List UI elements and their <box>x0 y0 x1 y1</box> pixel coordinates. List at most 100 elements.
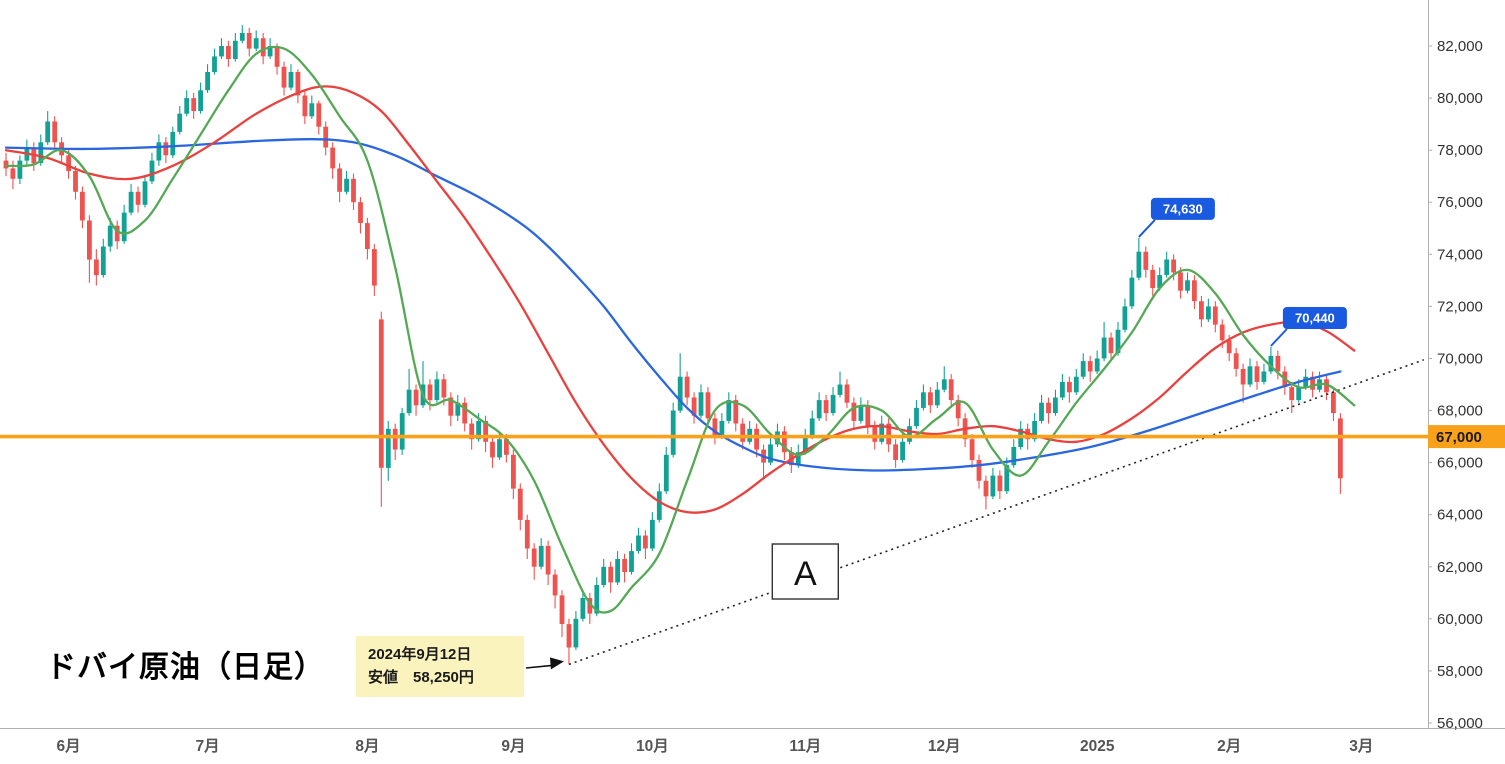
candle[interactable] <box>295 69 301 104</box>
candle[interactable] <box>232 33 238 62</box>
candle[interactable] <box>740 418 746 450</box>
candle[interactable] <box>997 470 1003 500</box>
candle[interactable] <box>636 527 641 554</box>
candle[interactable] <box>198 82 203 114</box>
candle[interactable] <box>601 559 607 588</box>
candle[interactable] <box>142 176 148 208</box>
candle[interactable] <box>823 394 829 421</box>
candle[interactable] <box>3 152 9 177</box>
candle[interactable] <box>1317 371 1322 393</box>
candle[interactable] <box>128 184 134 216</box>
candle[interactable] <box>983 475 989 510</box>
candle[interactable] <box>1247 358 1253 388</box>
candle[interactable] <box>531 543 537 580</box>
candle[interactable] <box>455 394 461 421</box>
candle[interactable] <box>1206 298 1211 322</box>
candle[interactable] <box>1060 374 1065 401</box>
candle[interactable] <box>1039 394 1044 424</box>
candle[interactable] <box>858 397 864 424</box>
candle[interactable] <box>87 215 92 283</box>
candle[interactable] <box>358 197 363 234</box>
candle[interactable] <box>316 100 322 135</box>
candle[interactable] <box>337 163 342 203</box>
candle[interactable] <box>629 543 634 575</box>
candle[interactable] <box>100 238 106 278</box>
candle[interactable] <box>948 374 954 408</box>
candle[interactable] <box>330 142 336 179</box>
low-price-annotation[interactable]: 2024年9月12日 安値 58,250円 <box>356 636 524 697</box>
candle[interactable] <box>726 392 732 424</box>
candle[interactable] <box>226 40 231 67</box>
candle[interactable] <box>267 38 273 59</box>
candle[interactable] <box>511 449 516 500</box>
candle[interactable] <box>552 569 558 609</box>
candle[interactable] <box>921 384 926 411</box>
candle[interactable] <box>1268 347 1274 375</box>
candle[interactable] <box>761 444 766 479</box>
candle[interactable] <box>1067 376 1072 403</box>
candle[interactable] <box>1004 457 1010 494</box>
candle[interactable] <box>580 590 586 622</box>
candle[interactable] <box>1136 237 1142 281</box>
trendline-label-a[interactable]: A <box>771 543 839 600</box>
candle[interactable] <box>1296 379 1302 403</box>
candle[interactable] <box>851 397 857 429</box>
candle[interactable] <box>469 418 475 450</box>
candle[interactable] <box>677 353 683 414</box>
candle[interactable] <box>1185 272 1190 294</box>
candle[interactable] <box>163 137 169 164</box>
candle[interactable] <box>1150 264 1156 296</box>
candle[interactable] <box>253 30 259 52</box>
candle[interactable] <box>587 592 593 625</box>
candle[interactable] <box>191 92 197 119</box>
candle[interactable] <box>1053 389 1058 416</box>
candle[interactable] <box>274 43 280 75</box>
candle[interactable] <box>622 553 627 583</box>
candle[interactable] <box>608 561 614 593</box>
candle[interactable] <box>1094 350 1100 375</box>
candle[interactable] <box>1073 368 1079 395</box>
candle[interactable] <box>900 434 905 463</box>
candle[interactable] <box>754 423 759 458</box>
candle[interactable] <box>816 392 822 421</box>
candle[interactable] <box>94 249 99 286</box>
candle[interactable] <box>1275 350 1281 380</box>
candle[interactable] <box>914 400 919 429</box>
candle[interactable] <box>149 152 155 184</box>
candle[interactable] <box>66 150 71 179</box>
price-callout-70440[interactable]: 70,440 <box>1270 307 1347 347</box>
candle[interactable] <box>879 415 885 445</box>
candle[interactable] <box>1192 275 1197 309</box>
candle[interactable] <box>1108 332 1114 362</box>
candle[interactable] <box>1164 251 1170 278</box>
candle[interactable] <box>372 243 377 296</box>
candle[interactable] <box>406 368 412 416</box>
candle[interactable] <box>524 514 530 559</box>
candle[interactable] <box>643 530 648 559</box>
candle[interactable] <box>1254 361 1260 390</box>
candle[interactable] <box>1199 296 1204 328</box>
candle[interactable] <box>1143 246 1149 278</box>
candle[interactable] <box>170 126 176 158</box>
candle[interactable] <box>698 384 704 419</box>
candle[interactable] <box>747 421 753 445</box>
candle[interactable] <box>378 311 384 507</box>
candle[interactable] <box>934 381 940 408</box>
candle[interactable] <box>448 392 454 427</box>
candle[interactable] <box>45 111 51 145</box>
candle[interactable] <box>365 217 370 260</box>
candle[interactable] <box>733 394 739 432</box>
candle[interactable] <box>302 90 308 125</box>
candle[interactable] <box>288 64 294 91</box>
candle[interactable] <box>941 366 947 393</box>
candle[interactable] <box>121 204 127 244</box>
candle[interactable] <box>1240 363 1246 403</box>
candle[interactable] <box>434 371 440 403</box>
candle[interactable] <box>80 186 85 229</box>
candle[interactable] <box>573 611 579 651</box>
candle[interactable] <box>538 538 544 570</box>
candle[interactable] <box>1122 298 1128 333</box>
candle[interactable] <box>462 397 468 432</box>
candle[interactable] <box>1129 269 1135 309</box>
candle[interactable] <box>837 371 843 398</box>
